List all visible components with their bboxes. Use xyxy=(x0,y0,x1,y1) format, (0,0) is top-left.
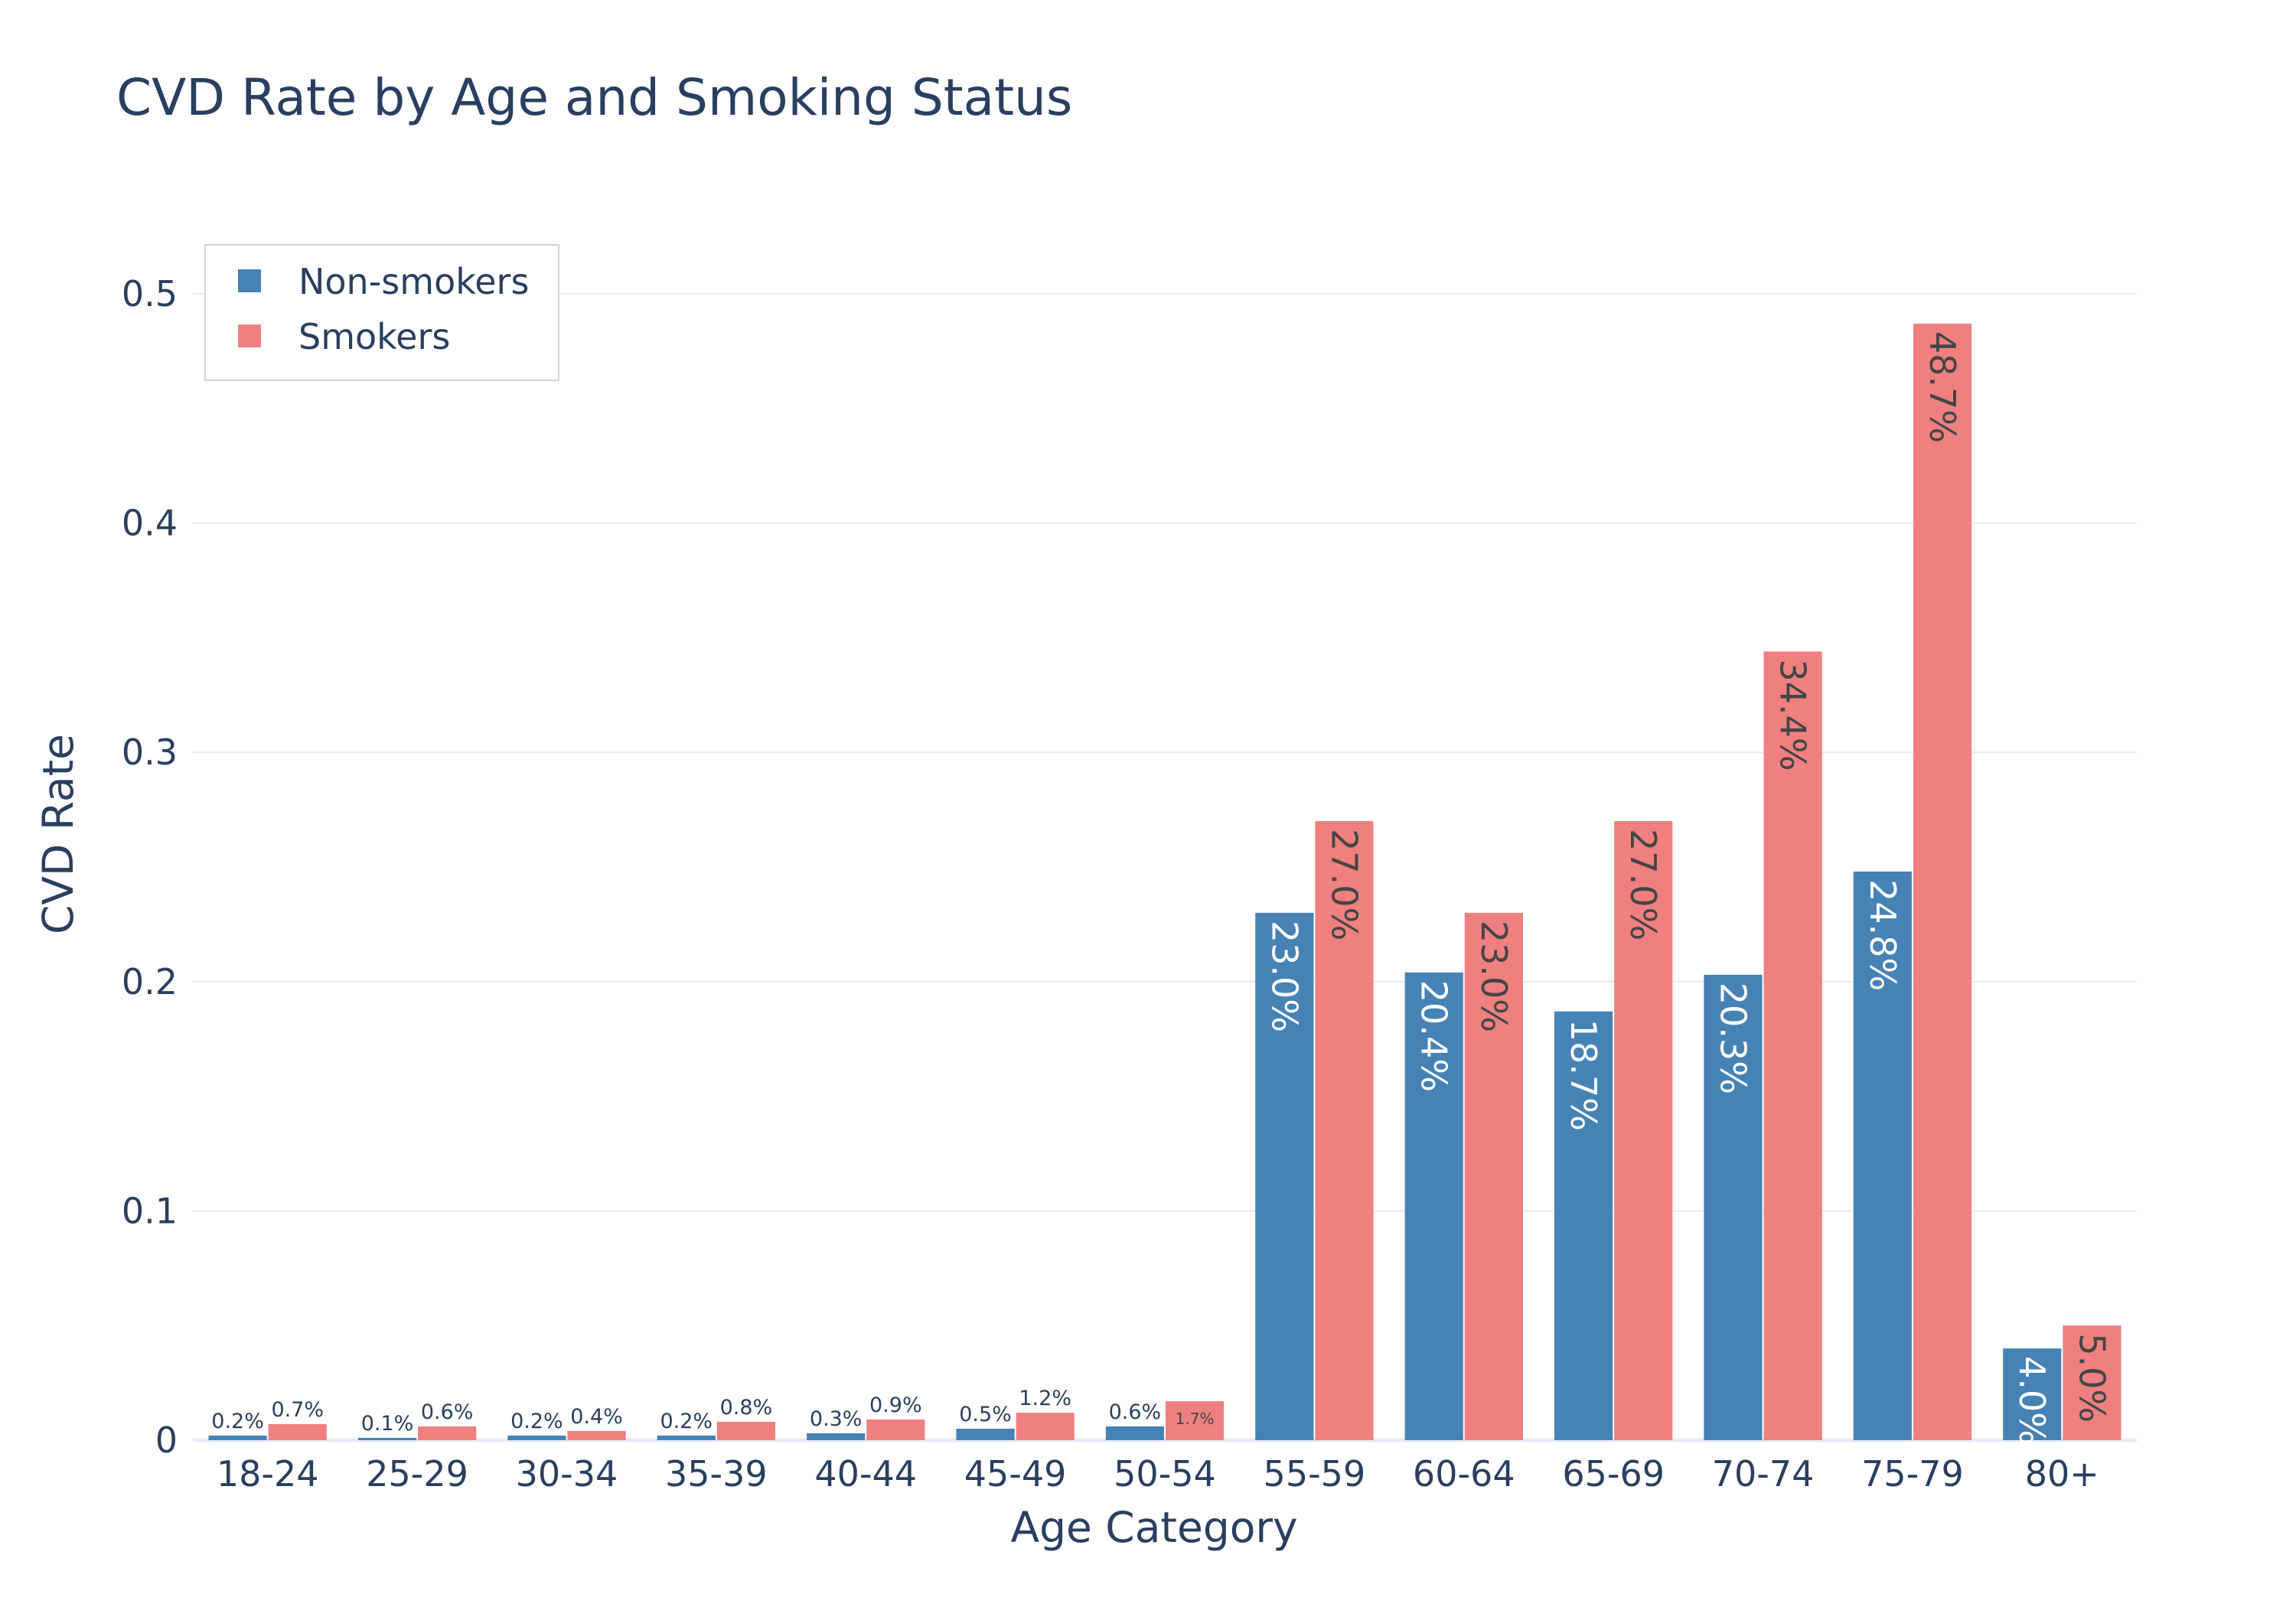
legend[interactable]: Non-smokers Smokers xyxy=(204,244,559,381)
bar-label-non-smokers: 20.4% xyxy=(1414,980,1455,1092)
bars xyxy=(208,323,2122,1441)
bar-smokers-18-24[interactable] xyxy=(268,1424,327,1440)
bar-non-smokers-70-74[interactable] xyxy=(1704,974,1763,1440)
bar-label-smokers: 0.4% xyxy=(570,1405,623,1429)
legend-swatch-non-smokers xyxy=(238,269,261,292)
bar-label-smokers: 0.9% xyxy=(869,1393,922,1417)
x-tick-label: 40-44 xyxy=(814,1453,917,1495)
bar-smokers-70-74[interactable] xyxy=(1763,651,1822,1441)
legend-swatch-smokers xyxy=(238,324,261,347)
y-tick-label: 0.4 xyxy=(122,503,178,544)
bar-smokers-50-54[interactable] xyxy=(1166,1401,1225,1440)
bar-label-non-smokers: 24.8% xyxy=(1862,879,1903,991)
bar-non-smokers-30-34[interactable] xyxy=(507,1436,566,1440)
bar-label-non-smokers: 20.3% xyxy=(1712,983,1753,1094)
bar-smokers-55-59[interactable] xyxy=(1315,821,1374,1440)
bar-label-smokers: 0.6% xyxy=(421,1400,474,1424)
bar-label-non-smokers: 0.1% xyxy=(361,1412,414,1436)
x-tick-label: 25-29 xyxy=(366,1453,468,1495)
bar-non-smokers-55-59[interactable] xyxy=(1255,912,1314,1440)
x-tick-label: 80+ xyxy=(2025,1453,2099,1495)
bar-non-smokers-50-54[interactable] xyxy=(1105,1426,1164,1440)
bar-non-smokers-45-49[interactable] xyxy=(956,1429,1015,1440)
y-axis-title: CVD Rate xyxy=(34,734,83,934)
bar-non-smokers-40-44[interactable] xyxy=(807,1433,866,1440)
bar-label-non-smokers: 0.2% xyxy=(660,1410,713,1433)
legend-label-non-smokers: Non-smokers xyxy=(298,261,529,302)
bar-smokers-75-79[interactable] xyxy=(1913,323,1972,1441)
bar-smokers-45-49[interactable] xyxy=(1016,1413,1075,1440)
bar-label-smokers: 0.7% xyxy=(271,1398,324,1422)
bar-smokers-25-29[interactable] xyxy=(418,1426,477,1440)
bar-smokers-40-44[interactable] xyxy=(866,1420,925,1440)
bar-label-non-smokers: 0.6% xyxy=(1109,1400,1162,1424)
bar-label-smokers: 5.0% xyxy=(2071,1333,2112,1423)
bar-smokers-30-34[interactable] xyxy=(567,1431,626,1440)
bar-label-non-smokers: 23.0% xyxy=(1264,921,1305,1032)
bar-label-smokers: 1.2% xyxy=(1019,1387,1071,1410)
bar-smokers-35-39[interactable] xyxy=(716,1422,775,1440)
bar-label-smokers: 1.7% xyxy=(1176,1410,1215,1428)
bar-label-smokers: 48.7% xyxy=(1922,331,1963,443)
x-axis-title: Age Category xyxy=(1010,1503,1297,1552)
chart-title: CVD Rate by Age and Smoking Status xyxy=(116,68,1072,127)
x-tick-label: 65-69 xyxy=(1562,1453,1665,1495)
bar-non-smokers-60-64[interactable] xyxy=(1404,972,1463,1440)
x-tick-label: 55-59 xyxy=(1264,1453,1366,1495)
y-axis-ticks: 0 0.1 0.2 0.3 0.4 0.5 xyxy=(122,273,178,1461)
bar-non-smokers-75-79[interactable] xyxy=(1853,871,1912,1440)
bar-non-smokers-25-29[interactable] xyxy=(357,1438,417,1440)
x-tick-label: 70-74 xyxy=(1712,1453,1815,1495)
y-tick-label: 0.3 xyxy=(122,732,178,773)
bar-label-non-smokers: 18.7% xyxy=(1563,1019,1604,1131)
bar-label-smokers: 27.0% xyxy=(1323,829,1365,940)
bar-label-non-smokers: 0.5% xyxy=(959,1403,1012,1426)
bar-non-smokers-80[interactable] xyxy=(2003,1348,2062,1440)
bar-label-non-smokers: 0.2% xyxy=(510,1410,563,1433)
x-tick-label: 18-24 xyxy=(217,1453,319,1495)
bar-smokers-65-69[interactable] xyxy=(1614,821,1673,1440)
bar-smokers-60-64[interactable] xyxy=(1464,912,1523,1440)
bar-label-smokers: 0.8% xyxy=(720,1396,773,1420)
x-tick-label: 60-64 xyxy=(1413,1453,1515,1495)
x-axis-ticks: 18-24 25-29 30-34 35-39 40-44 45-49 50-54 55-59… xyxy=(217,1453,2099,1495)
bar-label-smokers: 34.4% xyxy=(1773,659,1814,771)
bar-non-smokers-65-69[interactable] xyxy=(1554,1011,1613,1440)
bar-label-non-smokers: 0.2% xyxy=(211,1410,264,1433)
y-tick-label: 0.5 xyxy=(122,273,178,315)
gridlines xyxy=(193,292,2137,1442)
y-tick-label: 0.1 xyxy=(122,1190,178,1231)
bar-smokers-80[interactable] xyxy=(2063,1325,2122,1440)
bar-label-smokers: 23.0% xyxy=(1473,921,1515,1032)
x-tick-label: 50-54 xyxy=(1114,1453,1216,1495)
y-tick-label: 0.2 xyxy=(122,961,178,1002)
x-tick-label: 35-39 xyxy=(665,1453,768,1495)
bar-label-non-smokers: 0.3% xyxy=(810,1407,863,1431)
x-tick-label: 30-34 xyxy=(516,1453,618,1495)
bar-label-non-smokers: 4.0% xyxy=(2011,1356,2053,1446)
x-tick-label: 75-79 xyxy=(1861,1453,1964,1495)
y-tick-label: 0 xyxy=(155,1420,178,1461)
legend-box xyxy=(204,244,559,381)
legend-label-smokers: Smokers xyxy=(298,316,450,357)
bar-value-labels: 0.2% 0.1% 0.2% 0.2% 0.3% 0.5% 0.6% 23.0% 20.4% 18… xyxy=(211,331,2112,1446)
bar-label-smokers: 27.0% xyxy=(1623,829,1664,940)
bar-non-smokers-18-24[interactable] xyxy=(208,1436,267,1440)
bar-non-smokers-35-39[interactable] xyxy=(657,1436,716,1440)
x-tick-label: 45-49 xyxy=(964,1453,1067,1495)
